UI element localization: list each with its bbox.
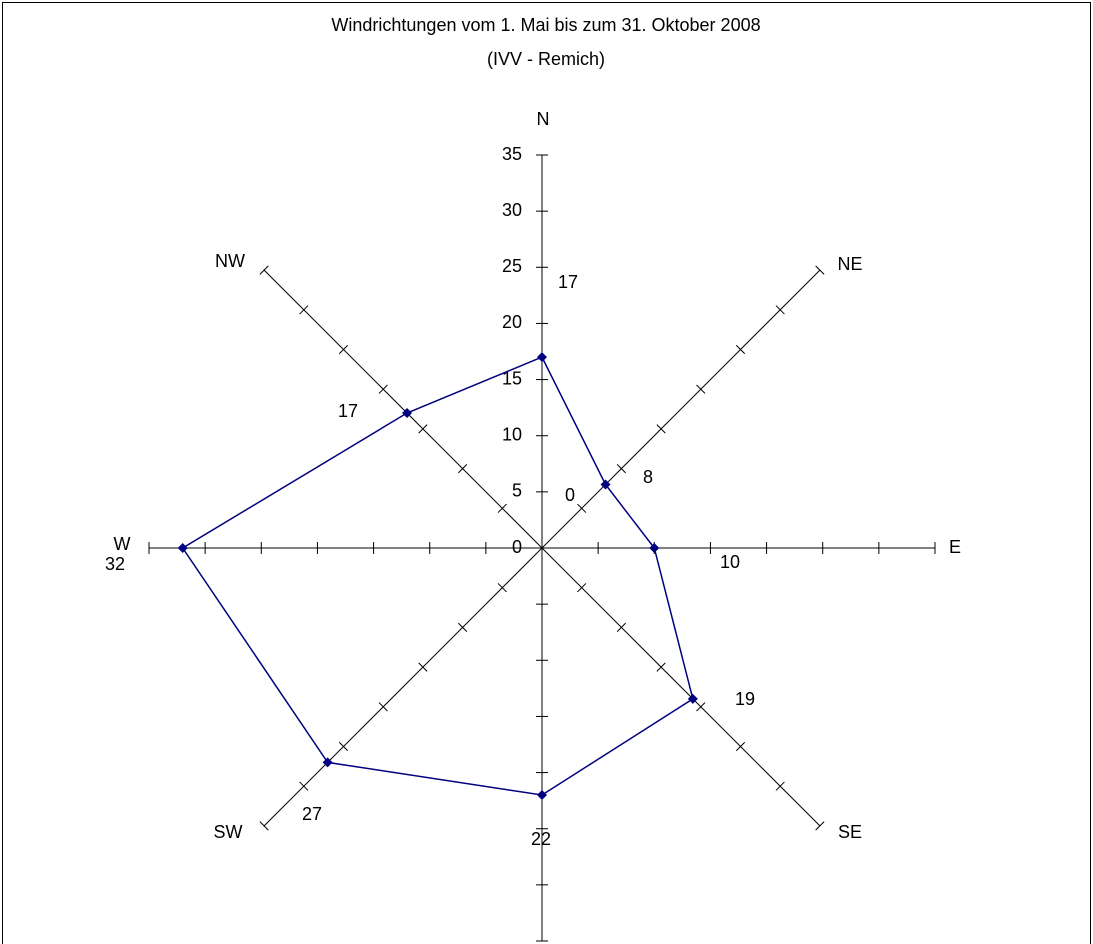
value-label: 32: [105, 554, 125, 574]
value-label: 17: [338, 401, 358, 421]
tick-mark: [259, 821, 269, 831]
tick-mark: [418, 424, 428, 434]
tick-mark: [735, 741, 746, 752]
category-label: NE: [837, 254, 862, 274]
tick-mark: [815, 265, 825, 275]
data-point: [600, 479, 611, 490]
axis-tick-label: 35: [502, 144, 522, 164]
data-point: [537, 790, 547, 801]
tick-mark: [378, 384, 388, 394]
tick-mark: [497, 583, 507, 593]
tick-mark: [458, 464, 468, 474]
tick-mark: [696, 702, 706, 712]
data-point: [322, 757, 333, 768]
axis-line: [541, 547, 821, 827]
data-point: [177, 543, 188, 553]
tick-mark: [616, 622, 626, 632]
value-label: 17: [558, 272, 578, 292]
tick-mark: [815, 821, 825, 831]
tick-mark: [338, 741, 349, 752]
axis-tick-label: 25: [502, 256, 522, 276]
axis-line: [263, 269, 543, 549]
tick-mark: [418, 662, 428, 672]
tick-mark: [338, 344, 349, 355]
value-label: 10: [720, 552, 740, 572]
category-label: N: [537, 109, 550, 129]
chart-title: Windrichtungen vom 1. Mai bis zum 31. Ok…: [331, 15, 760, 35]
category-label: W: [114, 534, 131, 554]
axis-tick-label: 20: [502, 312, 522, 332]
chart-subtitle: (IVV - Remich): [487, 49, 605, 69]
tick-mark: [577, 583, 587, 593]
value-label: 27: [302, 804, 322, 824]
category-label: SE: [838, 822, 862, 842]
category-label: E: [949, 537, 961, 557]
category-label: SW: [214, 822, 243, 842]
value-label: 22: [531, 829, 551, 849]
data-point: [649, 543, 660, 553]
tick-mark: [775, 781, 785, 791]
value-label: 19: [735, 689, 755, 709]
axis-tick-label: 15: [502, 368, 522, 388]
category-label: NW: [215, 251, 245, 271]
tick-mark: [259, 265, 269, 275]
data-point: [402, 408, 413, 419]
tick-mark: [577, 503, 587, 513]
axis-line: [541, 269, 821, 549]
tick-mark: [497, 503, 507, 513]
tick-mark: [696, 384, 706, 394]
axis-line: [263, 547, 543, 827]
axis-tick-label: 5: [512, 481, 522, 501]
tick-mark: [299, 781, 309, 791]
data-point: [537, 352, 547, 363]
tick-mark: [775, 305, 785, 315]
tick-mark: [656, 662, 666, 672]
data-line: [181, 356, 694, 796]
tick-mark: [378, 702, 388, 712]
tick-mark: [616, 464, 626, 474]
tick-mark: [656, 424, 666, 434]
axis-tick-label: 10: [502, 424, 522, 444]
tick-mark: [735, 344, 746, 355]
data-point: [687, 693, 698, 704]
value-label: 8: [643, 467, 653, 487]
tick-mark: [299, 305, 309, 315]
tick-mark: [458, 622, 468, 632]
annotation: 0: [565, 485, 575, 505]
axis-tick-label: 0: [512, 537, 522, 557]
axis-tick-label: 30: [502, 200, 522, 220]
